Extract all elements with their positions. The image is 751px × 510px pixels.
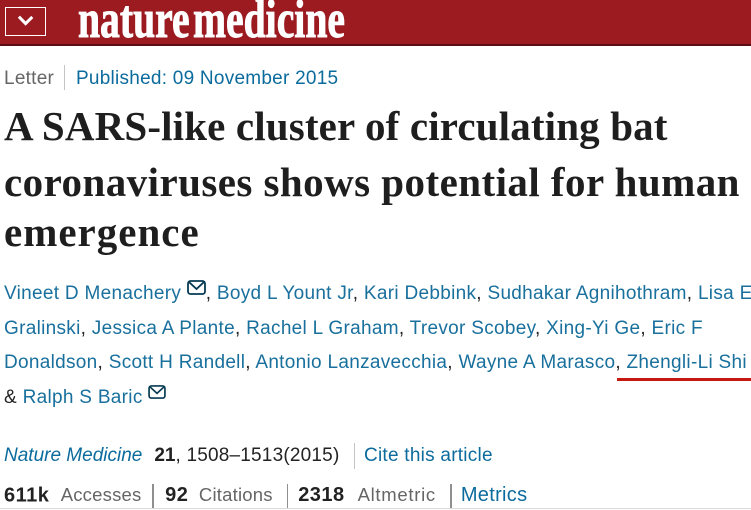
svg-text:nature medicine: nature medicine <box>78 0 345 46</box>
